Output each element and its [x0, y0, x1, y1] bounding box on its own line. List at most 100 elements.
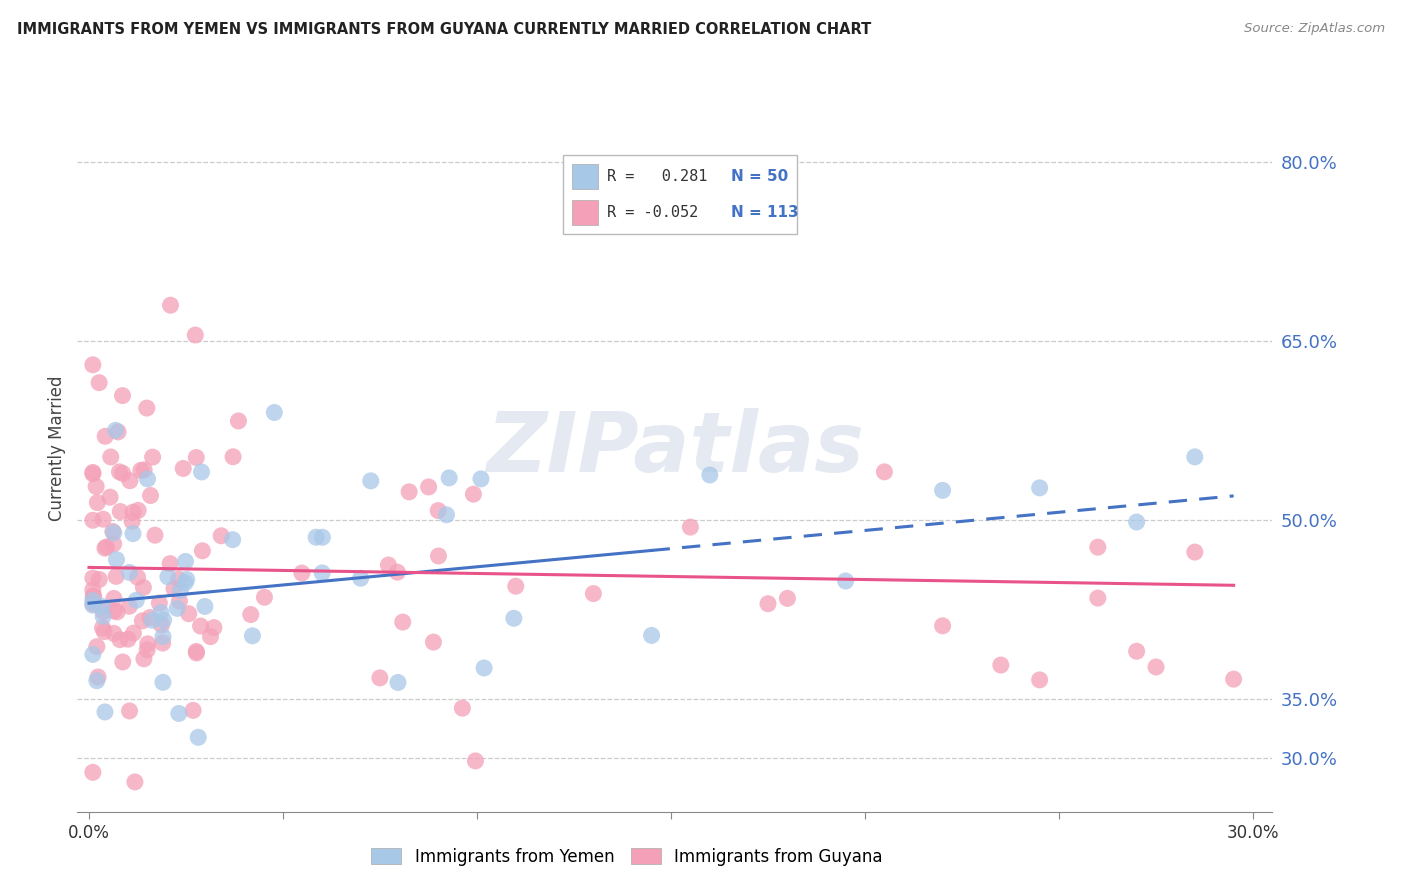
Point — [127, 570, 149, 584]
Point — [82, 513, 104, 527]
Point — [291, 566, 314, 580]
Point — [132, 652, 155, 666]
Point — [148, 596, 170, 610]
Point — [118, 474, 141, 488]
Point — [117, 632, 139, 647]
Point — [82, 598, 104, 612]
Point — [186, 644, 208, 658]
Point — [1222, 672, 1244, 686]
Point — [142, 450, 165, 464]
Point — [91, 621, 114, 635]
Point — [679, 520, 702, 534]
Text: N = 113: N = 113 — [731, 205, 799, 220]
Point — [122, 505, 145, 519]
Point — [84, 479, 107, 493]
Point — [184, 328, 207, 343]
Point — [101, 524, 124, 539]
Point — [387, 565, 409, 579]
Point — [156, 570, 179, 584]
Point — [100, 450, 122, 464]
Text: N = 50: N = 50 — [731, 169, 789, 184]
Point — [1144, 660, 1167, 674]
Point — [132, 581, 155, 595]
Point — [242, 629, 264, 643]
Point — [174, 575, 197, 590]
Point — [177, 607, 200, 621]
Point — [107, 425, 129, 439]
Point — [368, 671, 391, 685]
Point — [418, 480, 440, 494]
Point — [228, 414, 250, 428]
Point — [131, 614, 153, 628]
Point — [166, 601, 188, 615]
Point — [105, 552, 128, 566]
Point — [139, 610, 162, 624]
Point — [699, 467, 721, 482]
Point — [111, 655, 134, 669]
Point — [105, 605, 128, 619]
Text: Source: ZipAtlas.com: Source: ZipAtlas.com — [1244, 22, 1385, 36]
Point — [152, 613, 174, 627]
Point — [990, 658, 1012, 673]
Point — [172, 461, 194, 475]
Point — [167, 706, 190, 721]
Point — [87, 376, 110, 390]
Point — [422, 635, 444, 649]
Point — [181, 703, 204, 717]
Point — [82, 597, 104, 611]
Text: IMMIGRANTS FROM YEMEN VS IMMIGRANTS FROM GUYANA CURRENTLY MARRIED CORRELATION CH: IMMIGRANTS FROM YEMEN VS IMMIGRANTS FROM… — [17, 22, 872, 37]
Point — [103, 604, 125, 618]
Point — [582, 586, 605, 600]
Point — [103, 537, 125, 551]
Point — [360, 474, 382, 488]
Text: ZIPatlas: ZIPatlas — [486, 408, 863, 489]
Point — [190, 465, 212, 479]
Point — [427, 503, 450, 517]
Point — [98, 490, 121, 504]
Point — [834, 574, 856, 588]
Point — [221, 533, 243, 547]
Point — [202, 621, 225, 635]
Point — [470, 472, 492, 486]
Point — [437, 471, 460, 485]
Point — [1087, 591, 1109, 605]
Point — [124, 775, 146, 789]
Point — [143, 528, 166, 542]
Point — [94, 429, 117, 443]
Point — [136, 637, 159, 651]
Point — [82, 582, 104, 597]
Point — [104, 423, 127, 437]
Point — [159, 298, 181, 312]
Point — [387, 675, 409, 690]
Point — [111, 388, 134, 402]
Point — [136, 472, 159, 486]
Point — [118, 704, 141, 718]
Point — [152, 636, 174, 650]
Point — [176, 573, 198, 587]
Point — [1028, 673, 1050, 687]
Point — [152, 630, 174, 644]
Point — [350, 571, 373, 585]
Point — [91, 605, 114, 619]
Point — [169, 583, 191, 598]
Point — [82, 466, 104, 480]
Point — [127, 503, 149, 517]
Point — [305, 530, 328, 544]
Point — [1087, 540, 1109, 554]
Point — [187, 731, 209, 745]
Point — [149, 606, 172, 620]
Point — [82, 648, 104, 662]
Point — [103, 591, 125, 606]
Point — [82, 358, 104, 372]
Point — [82, 589, 104, 603]
Point — [436, 508, 458, 522]
Point — [209, 529, 232, 543]
Point — [108, 465, 131, 479]
Point — [86, 673, 108, 688]
Point — [122, 526, 145, 541]
Bar — [572, 200, 598, 226]
Point — [186, 646, 208, 660]
Point — [873, 465, 896, 479]
Point — [263, 405, 285, 419]
Point — [108, 632, 131, 647]
